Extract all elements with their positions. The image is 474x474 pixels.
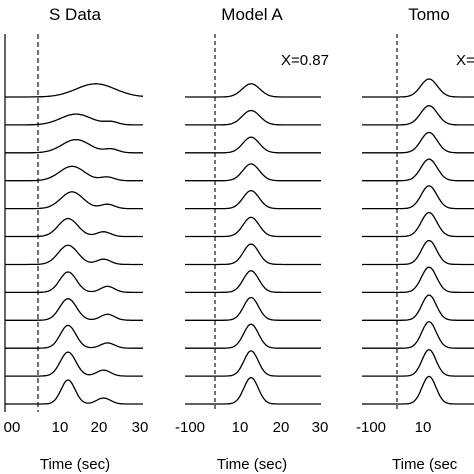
seismogram-trace bbox=[185, 350, 321, 377]
x-tick-label: 00 bbox=[4, 419, 21, 436]
x-tick-label: 30 bbox=[312, 419, 329, 436]
seismogram-trace bbox=[185, 136, 321, 154]
seismogram-trace bbox=[185, 216, 321, 238]
seismogram-trace bbox=[5, 298, 143, 321]
x-axis-label: Time (sec bbox=[392, 456, 458, 473]
seismogram-trace bbox=[5, 83, 144, 98]
seismogram-trace bbox=[185, 270, 321, 294]
seismogram-trace bbox=[362, 185, 474, 210]
seismogram-trace bbox=[362, 321, 474, 349]
seismogram-trace bbox=[5, 271, 143, 294]
seismogram-trace bbox=[5, 351, 143, 377]
x-tick-label: 10 bbox=[415, 419, 432, 436]
seismogram-trace bbox=[185, 83, 321, 98]
seismogram-trace bbox=[185, 109, 321, 126]
panel-tomo: Tomo X= -100 10 Time (sec bbox=[356, 5, 474, 473]
seismogram-trace bbox=[362, 211, 474, 238]
panel-s-data: S Data 00 10 20 30 Time (sec) bbox=[4, 5, 149, 473]
trace-group bbox=[185, 83, 321, 405]
seismogram-trace bbox=[5, 138, 143, 154]
seismogram-trace bbox=[185, 189, 321, 210]
seismogram-trace bbox=[5, 113, 143, 126]
x-tick-label: 20 bbox=[91, 419, 108, 436]
panel-title: S Data bbox=[49, 5, 102, 24]
panel-title: Model A bbox=[221, 5, 283, 24]
seismogram-trace bbox=[362, 294, 474, 321]
correlation-annotation: X=0.87 bbox=[281, 52, 329, 69]
x-axis-label: Time (sec) bbox=[40, 456, 110, 473]
x-tick-label: 10 bbox=[52, 419, 69, 436]
seismogram-trace bbox=[362, 349, 474, 377]
x-tick-label: 30 bbox=[132, 419, 149, 436]
seismogram-trace bbox=[5, 165, 143, 182]
x-tick-label: 20 bbox=[273, 419, 290, 436]
seismogram-trace bbox=[362, 78, 474, 98]
seismogram-trace bbox=[185, 376, 321, 405]
seismogram-trace bbox=[362, 158, 474, 182]
seismogram-trace bbox=[362, 105, 474, 126]
seismogram-trace bbox=[362, 375, 474, 405]
correlation-annotation: X= bbox=[456, 52, 474, 69]
seismogram-trace bbox=[185, 243, 321, 266]
seismogram-trace bbox=[5, 191, 143, 210]
seismogram-trace bbox=[5, 379, 143, 405]
x-tick-label: -100 bbox=[175, 419, 205, 436]
seismogram-trace bbox=[5, 217, 143, 238]
trace-group bbox=[362, 78, 474, 405]
x-axis-label: Time (sec) bbox=[217, 456, 287, 473]
trace-group bbox=[5, 83, 144, 405]
panel-model-a: Model A X=0.87 -100 10 20 30 Time (sec) bbox=[175, 5, 329, 473]
panel-title: Tomo bbox=[408, 5, 450, 24]
seismogram-trace bbox=[362, 239, 474, 266]
seismogram-trace bbox=[185, 163, 321, 182]
seismogram-trace bbox=[362, 131, 474, 154]
seismogram-trace bbox=[5, 244, 143, 266]
x-tick-label: -100 bbox=[356, 419, 386, 436]
seismogram-trace bbox=[5, 324, 143, 349]
x-tick-label: 10 bbox=[232, 419, 249, 436]
seismogram-trace bbox=[185, 323, 321, 349]
seismogram-trace bbox=[185, 296, 321, 321]
seismogram-trace bbox=[362, 266, 474, 294]
